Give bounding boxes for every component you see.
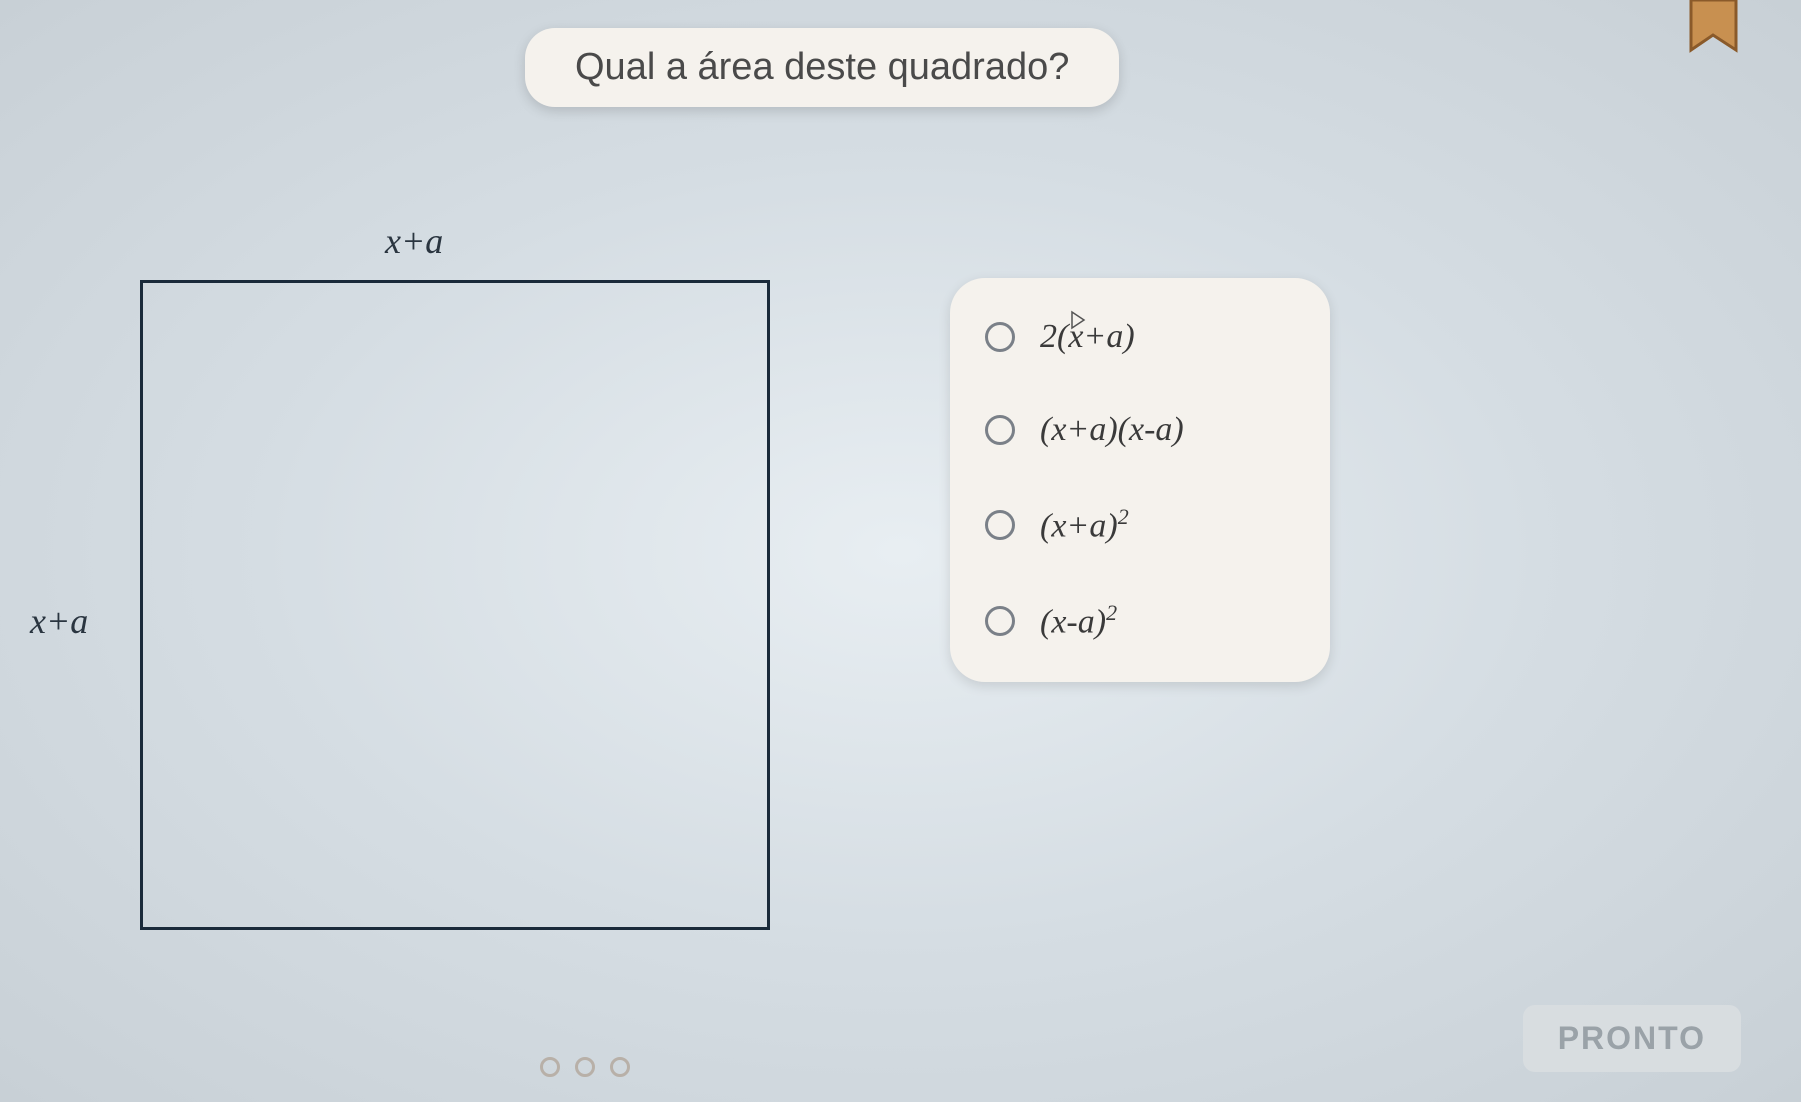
radio-icon bbox=[985, 510, 1015, 540]
progress-dot bbox=[575, 1057, 595, 1077]
question-text: Qual a área deste quadrado? bbox=[575, 46, 1069, 89]
option-1[interactable]: 2(x+a) bbox=[985, 318, 1295, 356]
square-diagram: x+a x+a bbox=[30, 220, 790, 970]
progress-dots bbox=[540, 1057, 630, 1077]
option-4-text: (x-a)2 bbox=[1040, 600, 1117, 641]
pronto-button[interactable]: PRONTO bbox=[1523, 1005, 1741, 1072]
radio-icon bbox=[985, 606, 1015, 636]
top-side-label: x+a bbox=[385, 220, 443, 262]
option-3[interactable]: (x+a)2 bbox=[985, 504, 1295, 545]
radio-icon bbox=[985, 415, 1015, 445]
option-4[interactable]: (x-a)2 bbox=[985, 600, 1295, 641]
bookmark-icon[interactable] bbox=[1686, 0, 1741, 60]
answer-options: 2(x+a) (x+a)(x-a) (x+a)2 (x-a)2 bbox=[950, 278, 1330, 682]
square-shape bbox=[140, 280, 770, 930]
left-side-label: x+a bbox=[30, 600, 88, 642]
progress-dot bbox=[610, 1057, 630, 1077]
option-1-text: 2(x+a) bbox=[1040, 318, 1135, 356]
radio-icon bbox=[985, 322, 1015, 352]
option-2[interactable]: (x+a)(x-a) bbox=[985, 411, 1295, 449]
progress-dot bbox=[540, 1057, 560, 1077]
option-3-text: (x+a)2 bbox=[1040, 504, 1129, 545]
question-box: Qual a área deste quadrado? bbox=[525, 28, 1119, 107]
option-2-text: (x+a)(x-a) bbox=[1040, 411, 1184, 449]
